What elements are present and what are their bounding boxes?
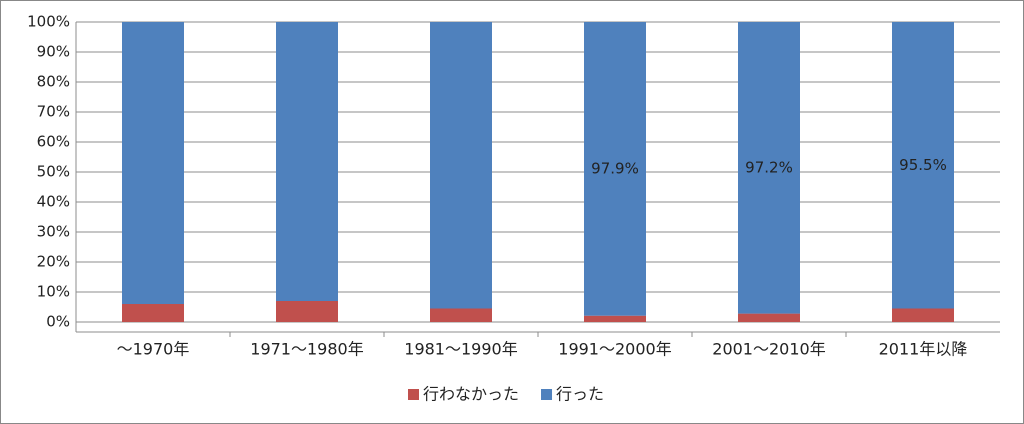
bar-segment — [430, 22, 492, 309]
x-tick-label: 1981～1990年 — [404, 340, 517, 359]
bar-segment — [276, 22, 338, 301]
y-tick-label: 30% — [37, 223, 70, 241]
x-tick-label: 1971～1980年 — [250, 340, 363, 359]
data-label: 95.5% — [899, 156, 947, 174]
y-tick-label: 10% — [37, 283, 70, 301]
legend-label: 行った — [556, 385, 604, 404]
bar-segment — [122, 22, 184, 304]
bar-segment — [892, 308, 954, 322]
x-tick-label: 2011年以降 — [879, 340, 968, 359]
legend-swatch — [408, 389, 419, 400]
bar-segment — [738, 313, 800, 322]
data-label: 97.9% — [591, 159, 639, 177]
bar-segment — [892, 22, 954, 309]
bar-segment — [276, 301, 338, 322]
bar-segment — [430, 308, 492, 322]
y-tick-label: 40% — [37, 193, 70, 211]
bar-segment — [738, 22, 800, 314]
y-tick-label: 0% — [46, 313, 70, 331]
y-tick-label: 90% — [37, 43, 70, 61]
x-tick-label: 1991～2000年 — [558, 340, 671, 359]
data-label: 97.2% — [745, 158, 793, 176]
bar-segment — [584, 315, 646, 322]
bar-segment — [122, 304, 184, 322]
y-tick-label: 20% — [37, 253, 70, 271]
x-tick-label: ～1970年 — [117, 340, 190, 359]
y-tick-label: 60% — [37, 133, 70, 151]
bar-segment — [584, 22, 646, 316]
x-tick-label: 2001～2010年 — [712, 340, 825, 359]
y-tick-label: 70% — [37, 103, 70, 121]
y-tick-label: 100% — [27, 13, 70, 31]
y-tick-label: 80% — [37, 73, 70, 91]
legend-label: 行わなかった — [423, 385, 519, 404]
y-tick-label: 50% — [37, 163, 70, 181]
legend-swatch — [541, 389, 553, 400]
